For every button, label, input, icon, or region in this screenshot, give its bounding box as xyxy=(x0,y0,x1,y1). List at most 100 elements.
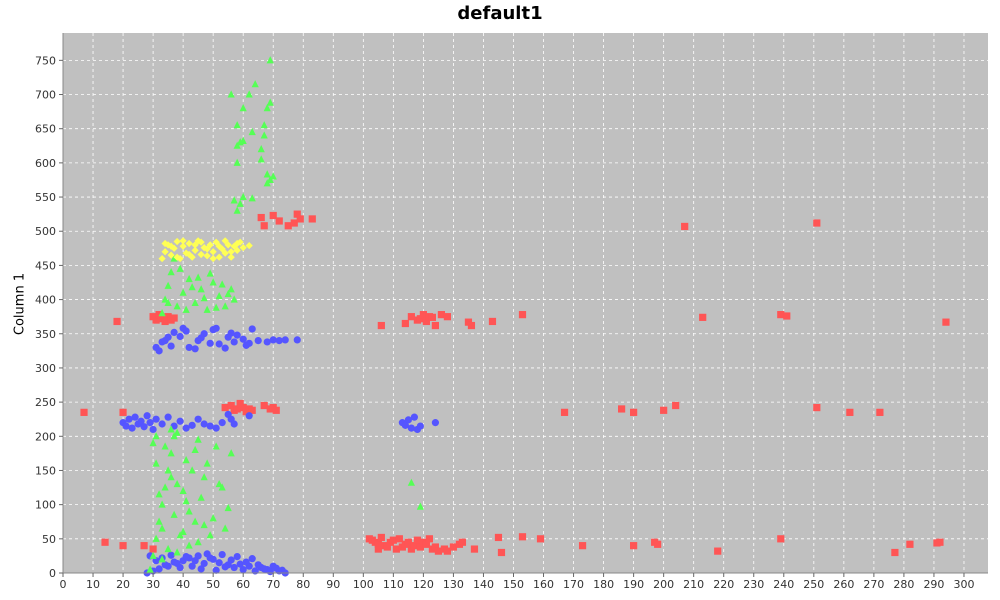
data-point-red xyxy=(425,535,433,543)
data-point-blue xyxy=(137,417,145,425)
data-point-green xyxy=(173,428,181,436)
data-point-blue xyxy=(188,421,196,429)
data-point-yellow xyxy=(245,241,253,250)
data-point-green xyxy=(215,479,223,488)
data-point-yellow xyxy=(209,248,217,256)
data-point-blue xyxy=(218,550,226,559)
x-tick-label: 100 xyxy=(353,578,374,591)
data-point-red xyxy=(560,408,569,416)
x-tick-label: 230 xyxy=(743,578,764,591)
data-point-red xyxy=(119,408,127,416)
data-point-green xyxy=(149,438,157,447)
data-point-blue xyxy=(131,413,139,421)
data-point-red xyxy=(777,311,785,319)
data-point-red xyxy=(410,542,418,550)
data-point-green xyxy=(158,500,166,508)
data-point-blue xyxy=(167,342,175,350)
data-point-blue xyxy=(122,422,130,430)
data-point-yellow xyxy=(167,242,175,250)
data-point-green xyxy=(239,103,247,112)
data-point-green xyxy=(155,490,163,498)
data-point-green xyxy=(263,170,271,178)
data-point-red xyxy=(536,535,545,543)
data-points xyxy=(80,56,950,577)
data-point-red xyxy=(470,545,479,553)
data-point-red xyxy=(275,217,283,225)
data-point-yellow xyxy=(161,248,169,256)
axes: 0 10 20 30 40 50 60 70 80 90 100 110 120 130 140 150 160… xyxy=(35,33,988,591)
x-tick-label: 260 xyxy=(833,578,854,591)
data-point-blue xyxy=(248,555,256,563)
data-point-green xyxy=(263,179,271,187)
data-point-green xyxy=(269,172,277,180)
data-point-green xyxy=(215,291,223,300)
data-point-yellow xyxy=(191,241,199,249)
data-point-red xyxy=(374,545,382,553)
data-point-blue xyxy=(230,420,238,428)
data-point-green xyxy=(266,56,274,64)
data-point-green xyxy=(182,305,190,313)
data-point-red xyxy=(404,538,412,546)
data-point-red xyxy=(221,403,229,412)
data-point-green xyxy=(170,510,178,518)
data-point-red xyxy=(80,408,88,416)
data-point-blue xyxy=(176,563,184,572)
data-point-red xyxy=(308,215,316,223)
x-tick-label: 70 xyxy=(266,578,280,591)
data-point-red xyxy=(488,317,497,326)
data-point-blue xyxy=(161,561,169,569)
data-point-blue xyxy=(230,563,238,572)
data-point-green xyxy=(170,254,178,262)
x-tick-label: 250 xyxy=(803,578,824,591)
data-point-green xyxy=(182,456,190,464)
data-point-red xyxy=(119,542,127,550)
data-point-blue xyxy=(170,328,178,336)
data-point-red xyxy=(227,401,235,410)
data-point-green xyxy=(182,497,190,505)
data-point-yellow xyxy=(215,253,223,261)
data-point-red xyxy=(437,311,446,319)
y-tick-label: 600 xyxy=(35,157,56,170)
data-point-yellow xyxy=(221,237,229,245)
data-point-blue xyxy=(233,331,241,339)
data-point-red xyxy=(296,215,304,223)
data-point-red xyxy=(101,538,109,546)
grid-lines xyxy=(62,33,988,574)
data-point-green xyxy=(188,466,196,474)
data-point-green xyxy=(167,473,175,481)
data-point-green xyxy=(164,466,172,474)
y-tick-label: 300 xyxy=(35,362,56,375)
x-tick-label: 270 xyxy=(863,578,884,591)
data-point-green xyxy=(239,136,247,144)
data-point-green xyxy=(173,479,181,488)
data-point-green xyxy=(209,278,217,286)
x-tick-label: 80 xyxy=(296,578,310,591)
data-point-red xyxy=(777,535,785,543)
data-point-red xyxy=(152,316,160,324)
data-point-green xyxy=(173,302,181,310)
data-point-green xyxy=(194,435,202,443)
data-point-red xyxy=(257,213,265,222)
data-point-green xyxy=(248,194,256,202)
data-point-green xyxy=(161,483,169,491)
data-point-red xyxy=(467,321,476,330)
data-point-green xyxy=(173,548,181,556)
data-point-red xyxy=(272,406,280,414)
data-point-green xyxy=(167,425,175,433)
data-point-red xyxy=(942,318,950,326)
x-tick-label: 140 xyxy=(473,578,494,591)
data-point-yellow xyxy=(227,253,235,261)
data-point-green xyxy=(185,507,193,515)
x-tick-label: 150 xyxy=(503,578,524,591)
data-point-yellow xyxy=(203,245,211,253)
data-point-red xyxy=(846,408,854,416)
data-point-blue xyxy=(197,334,205,342)
data-point-blue xyxy=(239,335,247,343)
y-tick-label: 450 xyxy=(35,259,56,272)
data-point-red xyxy=(422,317,430,326)
data-point-blue xyxy=(149,425,157,434)
data-point-green xyxy=(191,517,199,525)
x-tick-label: 130 xyxy=(443,578,464,591)
data-point-red xyxy=(260,222,268,230)
data-point-red xyxy=(654,540,662,548)
